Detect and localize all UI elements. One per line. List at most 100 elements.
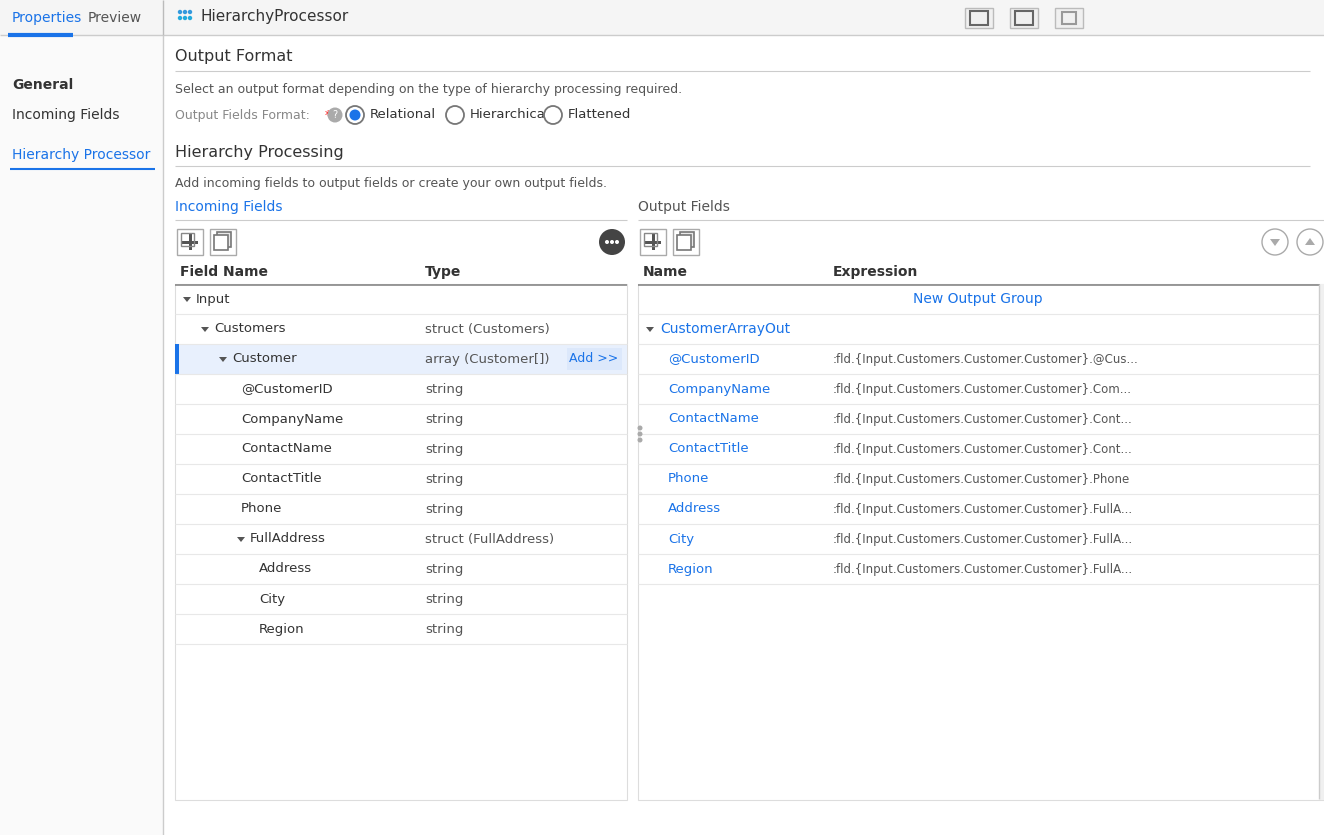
Circle shape (188, 10, 192, 14)
Circle shape (350, 109, 360, 120)
Circle shape (1262, 229, 1288, 255)
Bar (1062, 12, 1076, 24)
Text: Add >>: Add >> (569, 352, 618, 366)
Circle shape (544, 106, 561, 124)
Text: FullAddress: FullAddress (250, 533, 326, 545)
Text: ?: ? (332, 110, 338, 120)
Text: Incoming Fields: Incoming Fields (175, 200, 282, 214)
Text: :fld.{Input.Customers.Customer.Customer}.FullA...: :fld.{Input.Customers.Customer.Customer}… (833, 533, 1133, 545)
Text: Select an output format depending on the type of hierarchy processing required.: Select an output format depending on the… (175, 83, 682, 95)
Text: General: General (12, 78, 73, 92)
Circle shape (183, 16, 187, 20)
Bar (651, 234, 655, 250)
Text: string: string (425, 443, 463, 456)
Polygon shape (1305, 238, 1315, 245)
Bar (217, 232, 230, 247)
Bar (175, 344, 179, 374)
Circle shape (598, 229, 625, 255)
Text: Region: Region (260, 623, 305, 635)
Circle shape (188, 16, 192, 20)
Polygon shape (1270, 239, 1280, 246)
Text: Customers: Customers (214, 322, 286, 336)
Text: :fld.{Input.Customers.Customer.Customer}.Com...: :fld.{Input.Customers.Customer.Customer}… (833, 382, 1132, 396)
Circle shape (637, 426, 642, 431)
Circle shape (605, 240, 609, 244)
Text: CompanyName: CompanyName (241, 412, 343, 426)
Text: Address: Address (669, 503, 722, 515)
Bar (181, 233, 195, 246)
Text: Phone: Phone (241, 503, 282, 515)
Text: :fld.{Input.Customers.Customer.Customer}.FullA...: :fld.{Input.Customers.Customer.Customer}… (833, 563, 1133, 575)
Circle shape (177, 16, 183, 20)
Text: Field Name: Field Name (180, 265, 267, 279)
Bar (970, 11, 988, 25)
Text: :fld.{Input.Customers.Customer.Customer}.FullA...: :fld.{Input.Customers.Customer.Customer}… (833, 503, 1133, 515)
Text: CustomerArrayOut: CustomerArrayOut (659, 322, 790, 336)
Text: ContactName: ContactName (669, 412, 759, 426)
Text: Add incoming fields to output fields or create your own output fields.: Add incoming fields to output fields or … (175, 178, 606, 190)
Text: ContactName: ContactName (241, 443, 332, 456)
Text: Hierarchical: Hierarchical (470, 109, 549, 122)
Text: Input: Input (196, 292, 230, 306)
Bar (673, 229, 699, 255)
Text: string: string (425, 382, 463, 396)
Text: City: City (260, 593, 285, 605)
Bar (567, 348, 622, 370)
Text: :fld.{Input.Customers.Customer.Customer}.Cont...: :fld.{Input.Customers.Customer.Customer}… (833, 443, 1133, 456)
Text: string: string (425, 503, 463, 515)
Bar (1055, 8, 1083, 28)
Text: struct (FullAddress): struct (FullAddress) (425, 533, 555, 545)
Bar (639, 229, 666, 255)
Circle shape (637, 438, 642, 443)
Bar (1016, 11, 1033, 25)
Text: string: string (425, 593, 463, 605)
Bar (1320, 284, 1324, 800)
Text: CompanyName: CompanyName (669, 382, 771, 396)
Text: Output Fields Format:: Output Fields Format: (175, 109, 310, 122)
Circle shape (446, 106, 463, 124)
Text: Output Fields: Output Fields (638, 200, 730, 214)
Circle shape (616, 240, 620, 244)
Bar (965, 8, 993, 28)
Bar (638, 284, 1324, 800)
Bar (211, 229, 236, 255)
Bar (177, 229, 203, 255)
Text: Type: Type (425, 265, 461, 279)
Text: Name: Name (643, 265, 688, 279)
Circle shape (1298, 229, 1323, 255)
Polygon shape (201, 327, 209, 332)
Text: HierarchyProcessor: HierarchyProcessor (200, 9, 348, 24)
Polygon shape (218, 357, 226, 362)
Bar (645, 241, 661, 244)
Circle shape (327, 108, 343, 123)
Bar (1010, 8, 1038, 28)
Bar (214, 235, 228, 250)
Text: array (Customer[]): array (Customer[]) (425, 352, 549, 366)
Circle shape (346, 106, 364, 124)
Circle shape (610, 240, 614, 244)
Bar (0, 0, 1324, 35)
Bar (677, 235, 691, 250)
Text: City: City (669, 533, 694, 545)
Text: Incoming Fields: Incoming Fields (12, 108, 119, 122)
Text: Flattened: Flattened (568, 109, 632, 122)
Polygon shape (646, 327, 654, 332)
Text: Region: Region (669, 563, 714, 575)
Text: Relational: Relational (369, 109, 436, 122)
Text: Hierarchy Processing: Hierarchy Processing (175, 144, 344, 159)
Text: :fld.{Input.Customers.Customer.Customer}.Cont...: :fld.{Input.Customers.Customer.Customer}… (833, 412, 1133, 426)
Circle shape (177, 10, 183, 14)
Polygon shape (237, 537, 245, 542)
Polygon shape (183, 297, 191, 302)
Text: Properties: Properties (12, 11, 82, 25)
Text: string: string (425, 623, 463, 635)
Circle shape (637, 432, 642, 437)
Text: :fld.{Input.Customers.Customer.Customer}.Phone: :fld.{Input.Customers.Customer.Customer}… (833, 473, 1131, 485)
Text: @CustomerID: @CustomerID (241, 382, 332, 396)
Bar (643, 233, 657, 246)
Text: Phone: Phone (669, 473, 710, 485)
Text: struct (Customers): struct (Customers) (425, 322, 549, 336)
Text: :fld.{Input.Customers.Customer.Customer}.@Cus...: :fld.{Input.Customers.Customer.Customer}… (833, 352, 1139, 366)
Circle shape (183, 10, 187, 14)
Text: *: * (324, 109, 331, 122)
